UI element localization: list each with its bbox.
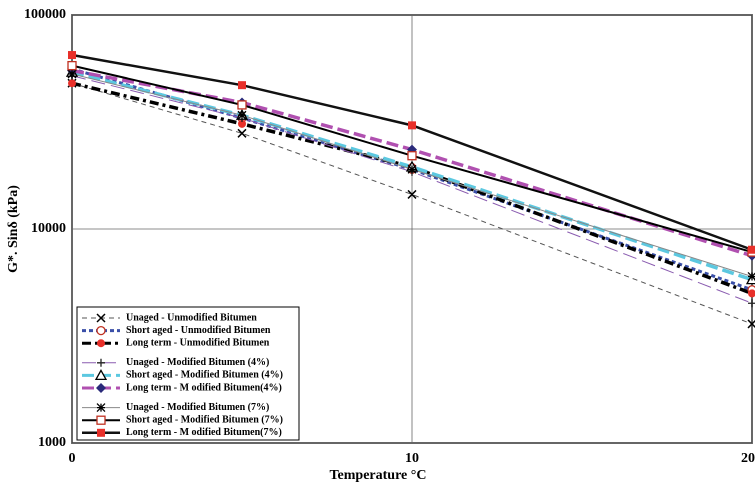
marker	[408, 121, 416, 130]
legend-label: Unaged - Modified Bitumen (4%)	[126, 357, 269, 368]
marker	[237, 110, 247, 120]
marker	[238, 81, 246, 90]
y-tick-label: 10000	[31, 221, 66, 236]
x-tick-label: 20	[741, 451, 755, 466]
marker	[747, 272, 755, 281]
legend-label: Unaged - Unmodified Bitumen	[126, 312, 257, 323]
legend-label: Long term - M odified Bitumen(4%)	[126, 382, 282, 393]
series-line	[71, 64, 753, 254]
legend-label: Short aged - Modified Bitumen (7%)	[126, 414, 283, 425]
marker	[97, 428, 105, 437]
marker	[96, 403, 106, 413]
marker	[96, 415, 106, 425]
marker	[97, 358, 105, 367]
marker	[748, 245, 755, 254]
series-line	[71, 67, 753, 292]
marker	[237, 128, 247, 138]
marker	[96, 383, 106, 393]
marker	[407, 164, 417, 174]
marker	[96, 325, 106, 336]
series-line	[71, 68, 753, 258]
legend-label: Unaged - Modified Bitumen (7%)	[126, 402, 269, 413]
marker	[407, 189, 417, 199]
marker	[97, 339, 105, 348]
legend-label: Short aged - Unmodified Bitumen	[126, 325, 271, 336]
marker	[237, 100, 247, 110]
marker	[748, 289, 755, 298]
marker	[96, 313, 106, 323]
marker	[748, 299, 755, 308]
y-tick-label: 100000	[24, 7, 66, 22]
marker	[67, 69, 77, 79]
marker	[68, 79, 76, 88]
y-axis-label: G*. Sinδ (kPa)	[6, 185, 21, 273]
x-tick-label: 10	[405, 451, 419, 466]
x-axis-label: Temperature °C	[330, 468, 427, 483]
series-line	[71, 75, 753, 304]
marker	[407, 151, 417, 161]
marker	[68, 51, 76, 60]
marker	[238, 119, 246, 128]
marker	[94, 369, 108, 381]
series-line	[71, 53, 753, 251]
legend-label: Long term - M odified Bitumen(7%)	[126, 427, 282, 438]
legend-label: Long term - Unmodified Bitumen	[126, 337, 270, 348]
x-tick-label: 0	[69, 451, 76, 466]
legend-label: Short aged - Modified Bitumen (4%)	[126, 370, 283, 381]
series-line	[71, 73, 753, 277]
y-tick-label: 1000	[38, 435, 66, 450]
marker	[67, 60, 77, 71]
